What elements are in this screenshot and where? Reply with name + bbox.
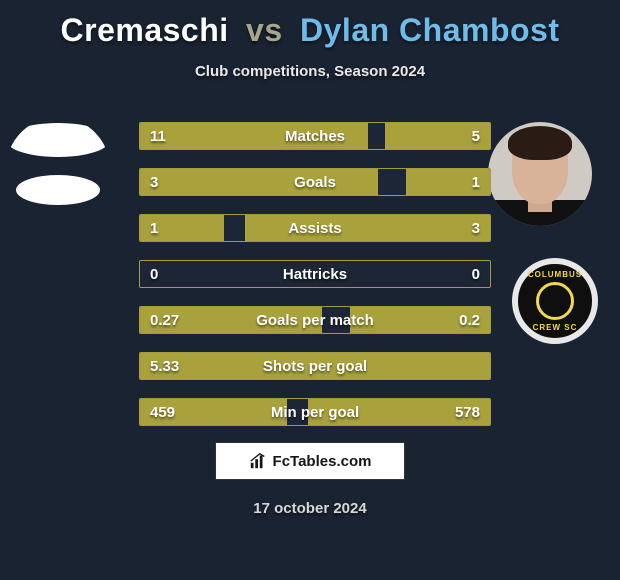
stat-label: Assists	[140, 215, 490, 241]
stat-label: Goals	[140, 169, 490, 195]
stat-row: 5.33Shots per goal	[139, 352, 491, 380]
club-logo-text-bottom: CREW SC	[518, 323, 592, 332]
site-badge: FcTables.com	[215, 442, 405, 480]
club-logo-text-top: COLUMBUS	[518, 270, 592, 279]
stat-label: Shots per goal	[140, 353, 490, 379]
avatar-shape	[16, 175, 100, 205]
player2-club-logo: COLUMBUS CREW SC	[512, 258, 598, 344]
site-name: FcTables.com	[273, 453, 372, 470]
avatar-hair	[508, 126, 572, 160]
title-vs: vs	[246, 12, 283, 48]
player1-name: Cremaschi	[61, 12, 229, 48]
stat-bars: 115Matches 31Goals 13Assists 00Hattricks 0.2…	[139, 122, 491, 444]
chart-icon	[249, 452, 267, 470]
stat-label: Goals per match	[140, 307, 490, 333]
stat-row: 115Matches	[139, 122, 491, 150]
stat-label: Hattricks	[140, 261, 490, 287]
player1-avatar	[6, 117, 110, 221]
stat-row: 459578Min per goal	[139, 398, 491, 426]
comparison-title: Cremaschi vs Dylan Chambost	[0, 0, 620, 49]
player2-avatar	[488, 122, 592, 226]
avatar-shape	[6, 123, 110, 157]
stat-row: 00Hattricks	[139, 260, 491, 288]
stat-label: Matches	[140, 123, 490, 149]
stat-row: 0.270.2Goals per match	[139, 306, 491, 334]
stat-label: Min per goal	[140, 399, 490, 425]
player2-name: Dylan Chambost	[300, 12, 559, 48]
stat-row: 31Goals	[139, 168, 491, 196]
stat-row: 13Assists	[139, 214, 491, 242]
club-logo-inner	[536, 282, 574, 320]
footer-date: 17 october 2024	[0, 500, 620, 517]
subtitle: Club competitions, Season 2024	[0, 63, 620, 80]
